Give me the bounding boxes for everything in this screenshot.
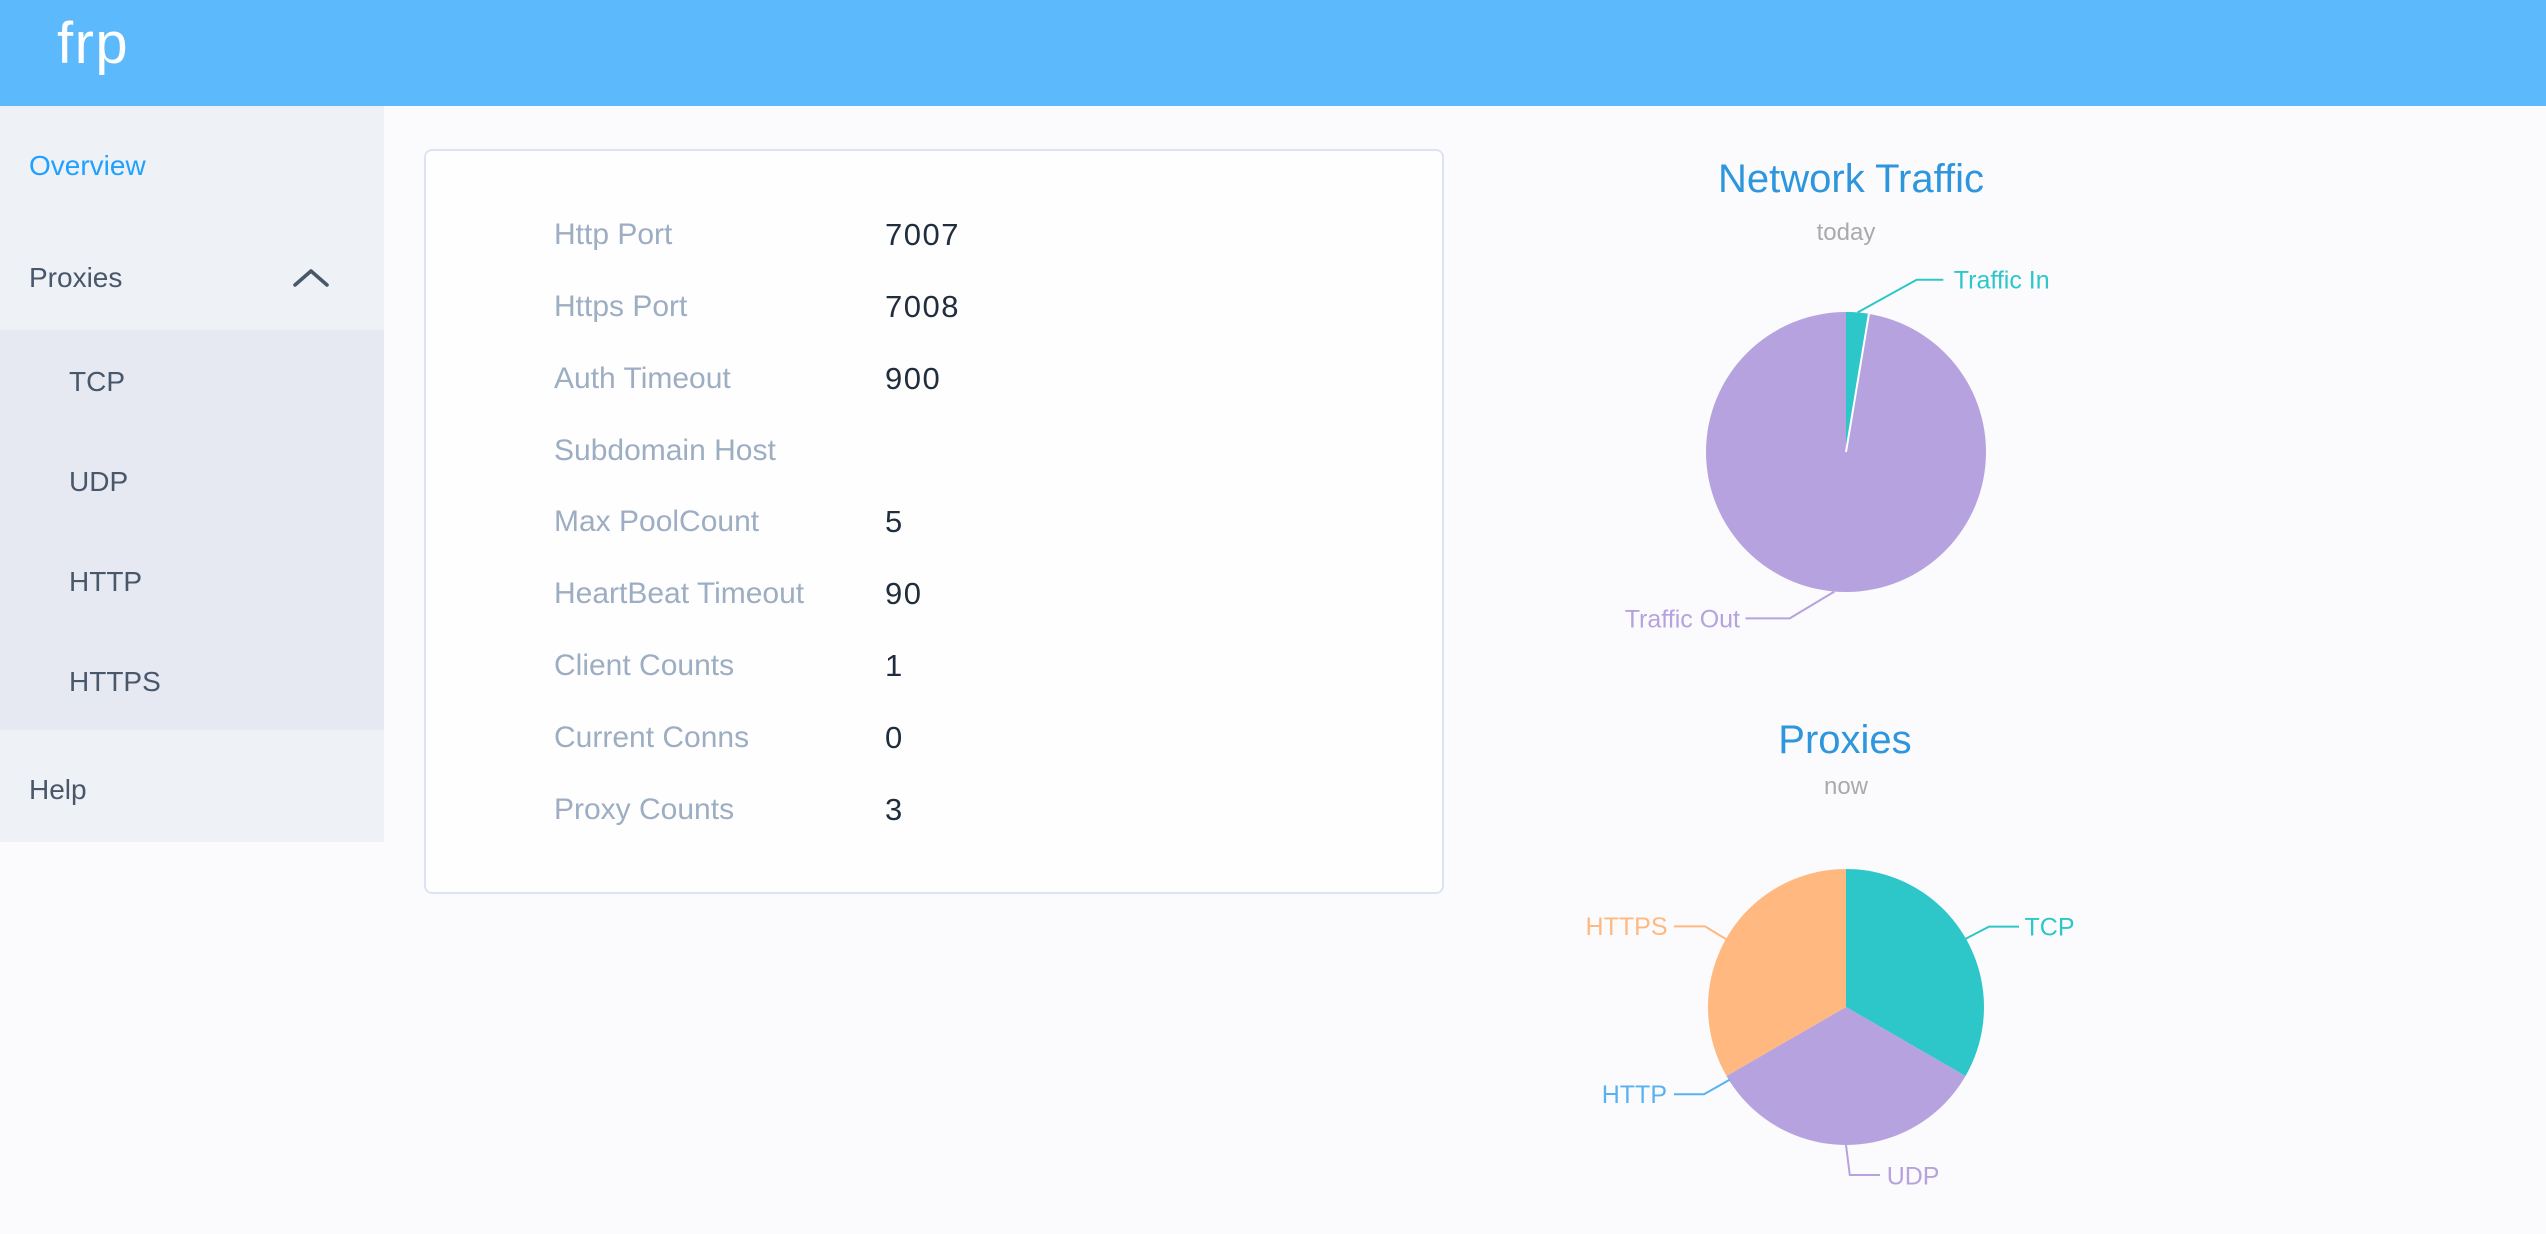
svg-text:Proxies: Proxies [1778, 718, 1911, 762]
svg-text:HTTPS: HTTPS [1586, 913, 1668, 941]
svg-text:now: now [1824, 773, 1869, 800]
svg-text:today: today [1817, 219, 1876, 246]
svg-text:UDP: UDP [1887, 1162, 1940, 1190]
svg-text:TCP: TCP [2025, 913, 2075, 941]
svg-text:HTTP: HTTP [1602, 1081, 1667, 1109]
svg-text:Network Traffic: Network Traffic [1718, 157, 1984, 201]
svg-text:Traffic In: Traffic In [1954, 266, 2050, 294]
svg-text:Traffic Out: Traffic Out [1625, 605, 1740, 633]
